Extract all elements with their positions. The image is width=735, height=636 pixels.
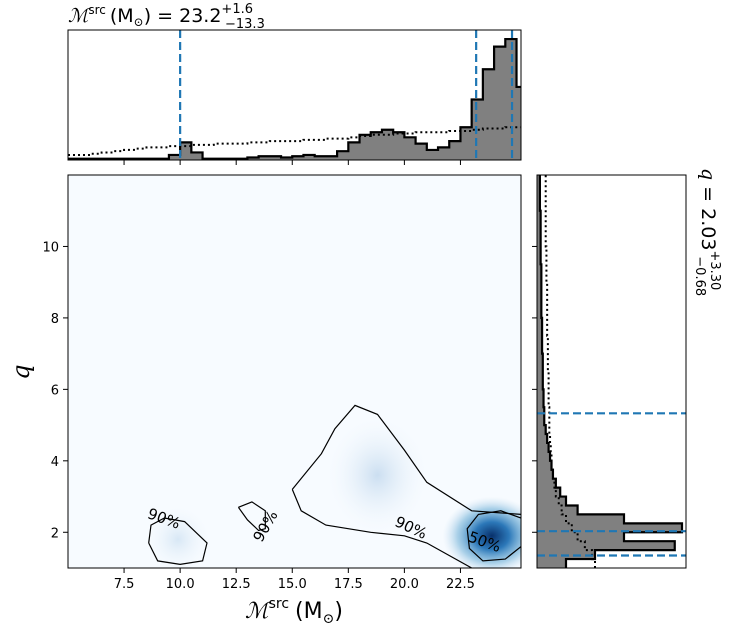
density-peak-main	[442, 496, 521, 568]
top-marginal-panel: ℳsrc (M⊙) = 23.2+1.6 −13.3	[67, 2, 522, 165]
right-title-plus: +3.30	[707, 250, 722, 290]
top-marginal-title: ℳsrc (M⊙) = 23.2+1.6 −13.3	[68, 2, 265, 32]
right-posterior-fill	[537, 175, 682, 568]
right-title-eq: = 2.03	[697, 186, 719, 250]
xlabel-unit: (M	[295, 599, 323, 624]
x-tick-label: 10.0	[166, 577, 195, 592]
joint-background	[68, 175, 521, 568]
xlabel-main: ℳ	[245, 599, 272, 624]
x-tick-label: 22.5	[446, 577, 475, 592]
contour-lines	[148, 404, 521, 568]
joint-xlabel: ℳsrc (M⊙)	[245, 596, 343, 627]
right-prior-step	[544, 175, 596, 568]
density-peak-low	[146, 507, 210, 568]
joint-yticks: 2 4 6 8 10	[42, 240, 68, 541]
y-tick-label: 8	[51, 312, 59, 327]
right-marginal-yticks	[532, 245, 537, 533]
y-tick-label: 10	[42, 240, 59, 255]
right-title-main: q	[697, 168, 719, 180]
top-title-sup: src	[88, 3, 106, 17]
density-layer: 90% 90% 90% 50%	[145, 404, 521, 568]
right-title-minus: −0.68	[692, 256, 707, 296]
right-marginal-frame	[536, 174, 687, 569]
contour-3	[291, 489, 472, 568]
x-tick-label: 7.5	[114, 577, 135, 592]
top-title-eq: = 23.2	[157, 5, 221, 27]
top-title-plus: +1.6	[221, 2, 253, 17]
xlabel-unit-sub: ⊙	[323, 611, 335, 627]
contour-2	[291, 404, 521, 515]
right-marginal-title: q = 2.03+3.30−0.68	[692, 168, 722, 296]
top-title-unit: (M	[110, 5, 134, 27]
xlabel-sup: src	[269, 596, 289, 612]
x-tick-label: 20.0	[390, 577, 419, 592]
density-peak-mid	[328, 417, 427, 533]
joint-ylabel: q	[7, 364, 35, 379]
top-posterior-fill	[68, 39, 521, 160]
y-tick-label: 2	[51, 526, 59, 541]
contour-1	[237, 501, 266, 532]
contour-0	[148, 517, 208, 566]
top-quantile-lines	[179, 30, 514, 160]
top-prior-step	[68, 126, 521, 156]
top-marginal-xticks	[123, 160, 461, 165]
top-marginal-frame	[67, 29, 522, 161]
top-title-main: ℳ	[68, 5, 91, 27]
x-tick-label: 15.0	[278, 577, 307, 592]
top-marginal-background	[68, 30, 521, 160]
xlabel-unit-close: )	[334, 599, 343, 624]
contour-4	[466, 510, 521, 562]
joint-panel: 90% 90% 90% 50% 7.5 10.0 12.5 15.0 17.5 20.0 22.5…	[7, 174, 522, 627]
right-posterior-step	[538, 175, 684, 568]
joint-frame	[67, 174, 522, 569]
y-tick-label: 6	[51, 383, 59, 398]
joint-xticks: 7.5 10.0 12.5 15.0 17.5 20.0 22.5	[114, 568, 475, 592]
top-title-minus: −13.3	[225, 17, 265, 32]
top-title-unit-close: )	[144, 5, 151, 27]
x-tick-label: 17.5	[334, 577, 363, 592]
top-title-unit-sub: ⊙	[134, 15, 144, 29]
y-tick-label: 4	[51, 455, 59, 470]
right-quantile-lines	[537, 412, 686, 557]
x-tick-label: 12.5	[222, 577, 251, 592]
right-marginal-panel: q = 2.03+3.30−0.68	[532, 168, 722, 569]
